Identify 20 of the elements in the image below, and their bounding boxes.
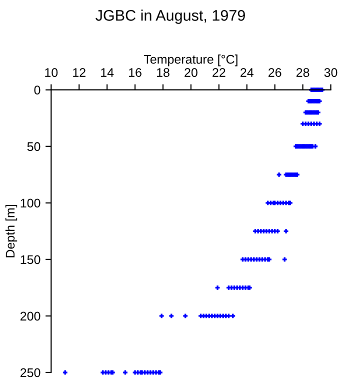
y-tick-label: 0 bbox=[34, 86, 40, 95]
x-tick-label: 22 bbox=[212, 68, 226, 77]
x-tick-label: 20 bbox=[184, 68, 198, 77]
x-tick-label: 10 bbox=[45, 68, 58, 77]
y-tick-label: 200 bbox=[20, 312, 40, 321]
x-tick-label: 28 bbox=[296, 68, 310, 77]
x-tick-label: 24 bbox=[240, 68, 254, 77]
y-tick-label: 150 bbox=[20, 255, 40, 264]
y-tick-label: 100 bbox=[20, 198, 40, 208]
x-axis-title: Temperature [°C] bbox=[144, 54, 238, 66]
x-tick-label: 14 bbox=[101, 68, 114, 77]
y-tick-label: 250 bbox=[20, 368, 40, 378]
x-tick-label: 16 bbox=[129, 68, 142, 77]
y-tick-label: 50 bbox=[27, 142, 40, 152]
x-tick-label: 12 bbox=[73, 68, 86, 77]
x-tick-label: 26 bbox=[268, 68, 282, 77]
y-axis-title: Depth [m] bbox=[5, 204, 18, 258]
x-tick-label: 30 bbox=[324, 68, 338, 77]
x-tick-label: 18 bbox=[157, 68, 170, 77]
chart-title: JGBC in August, 1979 bbox=[96, 10, 245, 24]
